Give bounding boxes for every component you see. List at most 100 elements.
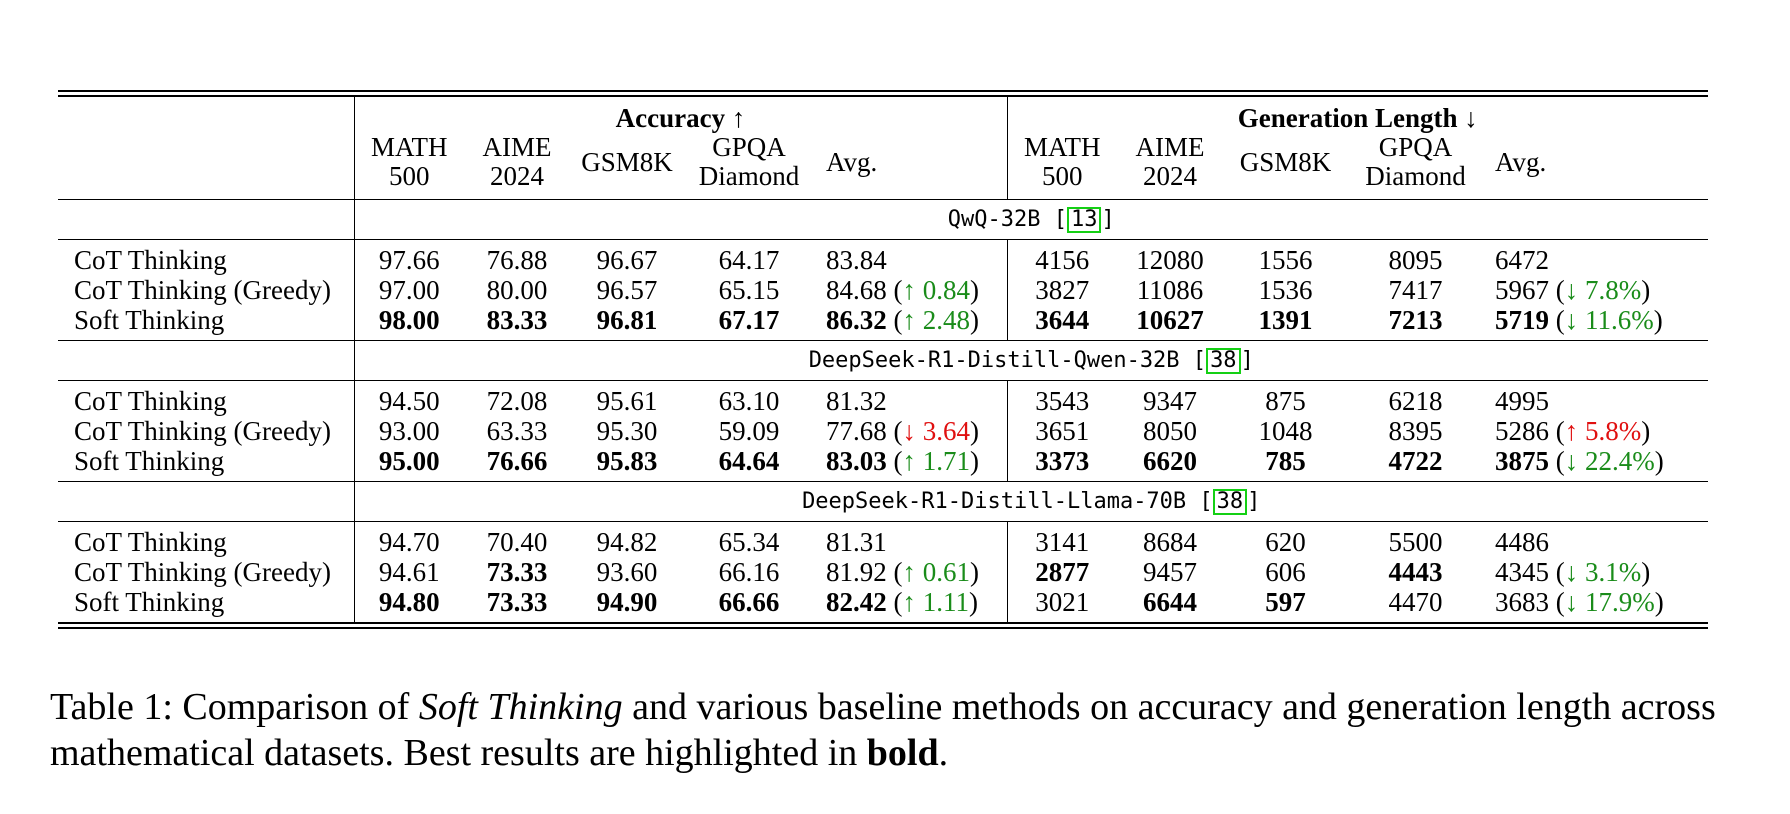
value-cell: 1556 bbox=[1258, 245, 1313, 275]
value-cell: 3827 bbox=[1006, 275, 1117, 305]
value-cell: 95.83 bbox=[596, 446, 658, 476]
value-cell: 3141 bbox=[1006, 522, 1117, 557]
value-cell: 4156 bbox=[1006, 240, 1117, 275]
value-cell: 93.00 bbox=[353, 416, 464, 446]
top-rule bbox=[58, 90, 1708, 96]
value-cell: 6644 bbox=[1143, 587, 1197, 617]
citation-link[interactable]: 38 bbox=[1212, 488, 1248, 515]
value-cell: 1048 bbox=[1258, 416, 1313, 446]
delta-value: ↓ 3.1% bbox=[1564, 557, 1642, 587]
method-name: Soft Thinking bbox=[74, 446, 225, 476]
value-cell: 1536 bbox=[1258, 275, 1313, 305]
citation-link[interactable]: 38 bbox=[1206, 347, 1241, 374]
value-cell: 8095 bbox=[1388, 245, 1443, 275]
delta-value: ↓ 7.8% bbox=[1564, 275, 1642, 305]
col-header-gpqa: GPQA Diamond bbox=[698, 132, 800, 191]
section-rule bbox=[58, 380, 1708, 381]
value-cell: 94.61 bbox=[353, 557, 464, 587]
delta-value: ↑ 0.61 bbox=[902, 557, 971, 587]
method-name: CoT Thinking (Greedy) bbox=[74, 557, 331, 587]
value-cell: 98.00 bbox=[353, 305, 464, 341]
model-row: DeepSeek-R1-Distill-Qwen-32B [38] bbox=[58, 341, 1708, 381]
col-header-len-aime2024: AIME 2024 bbox=[1135, 132, 1205, 191]
value-cell: 6218 bbox=[1388, 386, 1443, 416]
value-cell: 94.70 bbox=[353, 522, 464, 557]
value-cell: 76.66 bbox=[486, 446, 548, 476]
value-cell: 3543 bbox=[1006, 381, 1117, 416]
value-cell: 785 bbox=[1265, 446, 1306, 476]
model-name: DeepSeek-R1-Distill-Llama-70B [38] bbox=[353, 482, 1708, 522]
value-cell: 4470 bbox=[1388, 587, 1443, 617]
avg-cell: 5719 (↓ 11.6%) bbox=[1495, 305, 1663, 335]
value-cell: 6620 bbox=[1143, 446, 1197, 476]
value-cell: 72.08 bbox=[486, 386, 548, 416]
avg-cell: 6472 bbox=[1495, 245, 1549, 275]
value-cell: 9457 bbox=[1143, 557, 1197, 587]
delta-value: ↑ 5.8% bbox=[1564, 416, 1642, 446]
bottom-rule-2 bbox=[58, 627, 1708, 630]
col-header-len-gsm8k: GSM8K bbox=[1239, 146, 1332, 177]
table-row: Soft Thinking 94.80 73.33 94.90 66.66 82.42 (… bbox=[58, 587, 1708, 623]
value-cell: 80.00 bbox=[486, 275, 548, 305]
value-cell: 59.09 bbox=[718, 416, 780, 446]
method-name: Soft Thinking bbox=[74, 305, 225, 335]
delta-value: ↓ 17.9% bbox=[1564, 587, 1655, 617]
bottom-rule bbox=[58, 622, 1708, 628]
value-cell: 2877 bbox=[1006, 557, 1117, 587]
table-row: Soft Thinking 98.00 83.33 96.81 67.17 86.32 (… bbox=[58, 305, 1708, 341]
table-row: CoT Thinking (Greedy) 97.00 80.00 96.57 65.1… bbox=[58, 275, 1708, 305]
table-caption: Table 1: Comparison of Soft Thinking and… bbox=[50, 686, 1716, 774]
section-rule bbox=[58, 340, 1708, 341]
table-row: CoT Thinking 94.50 72.08 95.61 63.10 81.32 354… bbox=[58, 381, 1708, 416]
value-cell: 5500 bbox=[1388, 527, 1443, 557]
avg-cell: 81.32 bbox=[826, 386, 887, 416]
value-cell: 11086 bbox=[1136, 275, 1204, 305]
avg-cell: 81.92 (↑ 0.61) bbox=[826, 557, 979, 587]
model-name: QwQ-32B [13] bbox=[353, 200, 1708, 240]
value-cell: 83.33 bbox=[486, 305, 548, 335]
table-row: CoT Thinking (Greedy) 94.61 73.33 93.60 66.1… bbox=[58, 557, 1708, 587]
delta-value: ↑ 1.71 bbox=[902, 446, 971, 476]
value-cell: 94.50 bbox=[353, 381, 464, 416]
col-header-avg: Avg. bbox=[826, 146, 878, 177]
value-cell: 597 bbox=[1265, 587, 1306, 617]
value-cell: 65.34 bbox=[718, 527, 780, 557]
avg-cell: 4486 bbox=[1495, 527, 1549, 557]
avg-cell: 4995 bbox=[1495, 386, 1549, 416]
value-cell: 94.90 bbox=[596, 587, 658, 617]
delta-value: ↓ 3.64 bbox=[902, 416, 971, 446]
value-cell: 95.30 bbox=[596, 416, 658, 446]
value-cell: 8050 bbox=[1143, 416, 1197, 446]
avg-cell: 82.42 (↑ 1.11) bbox=[826, 587, 978, 617]
value-cell: 96.67 bbox=[596, 245, 658, 275]
method-name: CoT Thinking (Greedy) bbox=[74, 275, 331, 305]
col-header-math500: MATH 500 bbox=[353, 133, 464, 200]
length-group-header: Generation Length ↓ bbox=[1006, 97, 1708, 133]
caption-italic: Soft Thinking bbox=[418, 686, 623, 728]
avg-cell: 3875 (↓ 22.4%) bbox=[1495, 446, 1664, 476]
value-cell: 620 bbox=[1265, 527, 1306, 557]
value-cell: 4443 bbox=[1388, 557, 1443, 587]
results-table-container: Accuracy ↑ Generation Length ↓ MATH 500 A… bbox=[58, 90, 1708, 630]
avg-cell: 4345 (↓ 3.1%) bbox=[1495, 557, 1651, 587]
accuracy-group-header: Accuracy ↑ bbox=[353, 97, 1007, 133]
value-cell: 64.17 bbox=[718, 245, 780, 275]
value-cell: 93.60 bbox=[596, 557, 658, 587]
table-row: Soft Thinking 95.00 76.66 95.83 64.64 83.03 (… bbox=[58, 446, 1708, 482]
value-cell: 66.66 bbox=[718, 587, 780, 617]
value-cell: 8684 bbox=[1143, 527, 1197, 557]
delta-value: ↑ 2.48 bbox=[902, 305, 971, 335]
avg-cell: 3683 (↓ 17.9%) bbox=[1495, 587, 1664, 617]
value-cell: 3021 bbox=[1006, 587, 1117, 623]
avg-cell: 5967 (↓ 7.8%) bbox=[1495, 275, 1651, 305]
col-header-gsm8k: GSM8K bbox=[581, 146, 673, 177]
citation-link[interactable]: 13 bbox=[1066, 206, 1102, 233]
method-name: CoT Thinking (Greedy) bbox=[74, 416, 331, 446]
value-cell: 7417 bbox=[1388, 275, 1443, 305]
value-cell: 3651 bbox=[1006, 416, 1117, 446]
value-cell: 97.00 bbox=[353, 275, 464, 305]
model-row: DeepSeek-R1-Distill-Llama-70B [38] bbox=[58, 482, 1708, 522]
col-header-len-avg: Avg. bbox=[1495, 146, 1547, 177]
value-cell: 97.66 bbox=[353, 240, 464, 275]
value-cell: 95.61 bbox=[596, 386, 658, 416]
